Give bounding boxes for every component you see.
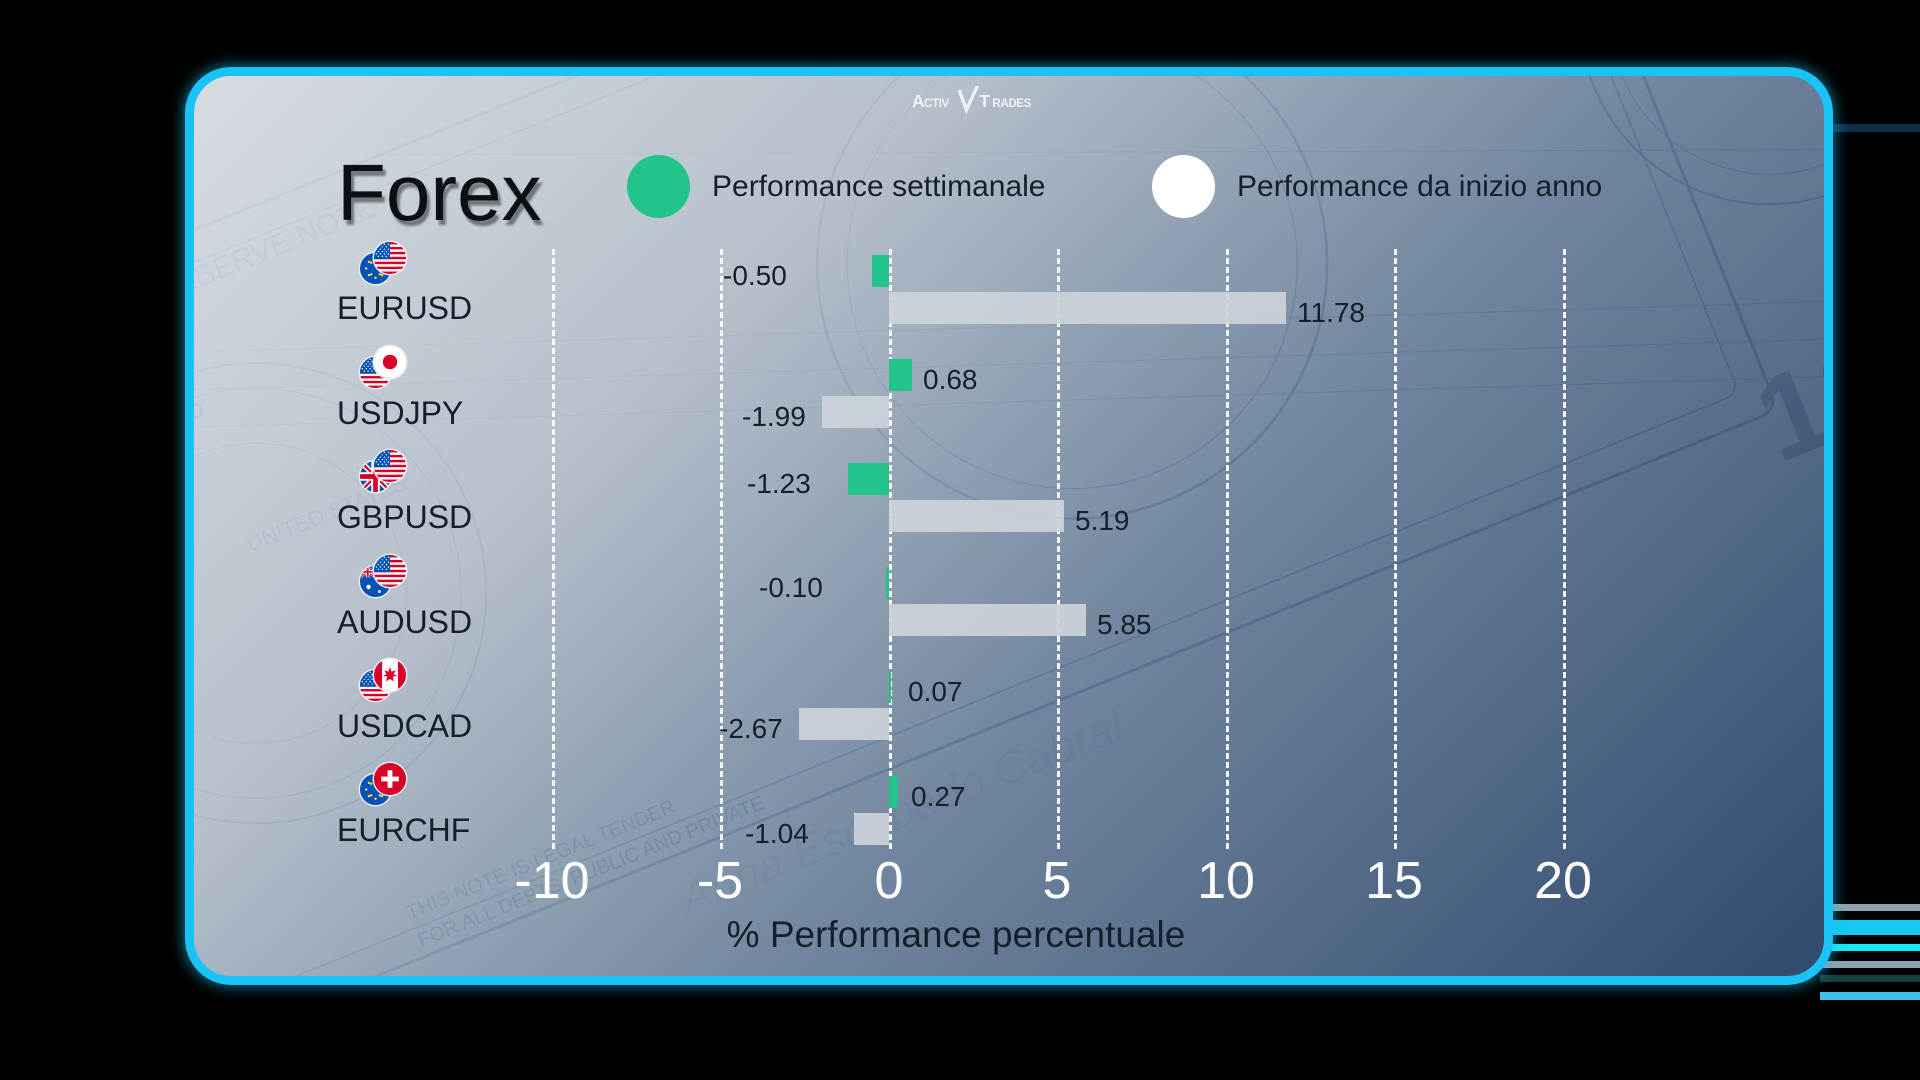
- svg-text:RADES: RADES: [992, 97, 1031, 110]
- svg-text:A: A: [912, 91, 925, 111]
- svg-text:100: 100: [1738, 288, 1833, 487]
- svg-text:CTIV: CTIV: [924, 97, 949, 110]
- svg-text:9827256: 9827256: [194, 387, 211, 486]
- svg-text:T: T: [979, 91, 990, 111]
